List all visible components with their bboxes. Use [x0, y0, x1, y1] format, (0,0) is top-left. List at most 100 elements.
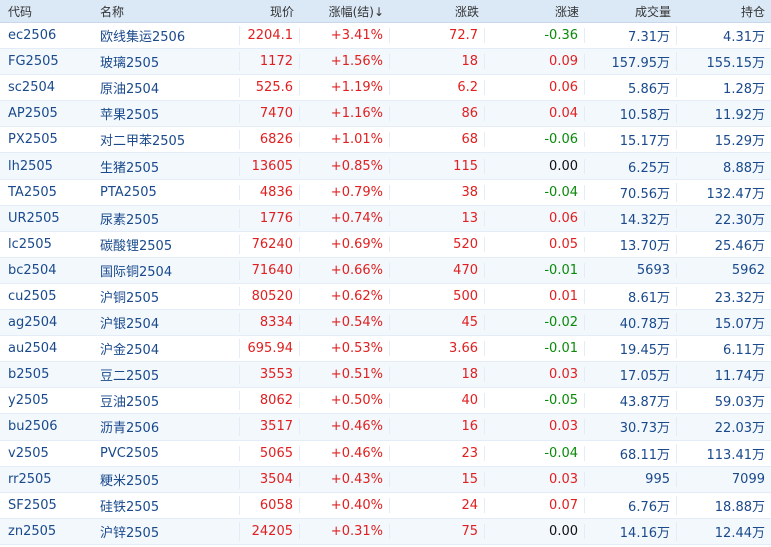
table-header: 代码 名称 现价 涨幅(结)↓ 涨跌 涨速 成交量 持仓: [0, 0, 771, 23]
cell-price: 3517: [240, 419, 300, 435]
cell-price: 13605: [240, 158, 300, 174]
header-code[interactable]: 代码: [8, 4, 33, 19]
cell-open-interest: 11.92万: [714, 108, 765, 124]
header-name[interactable]: 名称: [100, 4, 125, 19]
table-row[interactable]: sc2504 原油2504 525.6 +1.19% 6.2 0.06 5.86万 1.28万: [0, 75, 771, 102]
cell-speed: -0.02: [485, 315, 585, 331]
cell-code: y2505: [8, 393, 49, 409]
header-change-pct[interactable]: 涨幅(结)↓: [328, 4, 384, 19]
cell-price: 6058: [240, 497, 300, 513]
cell-name: 苹果2505: [90, 104, 240, 124]
header-open-interest[interactable]: 持仓: [740, 4, 765, 19]
table-row[interactable]: TA2505 PTA2505 4836 +0.79% 38 -0.04 70.56万 132.…: [0, 180, 771, 206]
cell-price: 5065: [240, 445, 300, 461]
table-row[interactable]: b2505 豆二2505 3553 +0.51% 18 0.03 17.05万 11.74万: [0, 362, 771, 389]
cell-name: 豆二2505: [90, 365, 240, 385]
table-row[interactable]: UR2505 尿素2505 1776 +0.74% 13 0.06 14.32万 22.30万: [0, 205, 771, 232]
header-speed[interactable]: 涨速: [554, 4, 579, 19]
table-row[interactable]: au2504 沪金2504 695.94 +0.53% 3.66 -0.01 19.45万 6…: [0, 336, 771, 363]
cell-price: 1776: [240, 210, 300, 226]
cell-change-pct: +0.46%: [300, 419, 390, 435]
cell-open-interest: 15.07万: [714, 317, 765, 333]
header-volume[interactable]: 成交量: [634, 4, 671, 19]
cell-change: 38: [390, 184, 485, 200]
header-change[interactable]: 涨跌: [454, 4, 479, 19]
table-row[interactable]: lh2505 生猪2505 13605 +0.85% 115 0.00 6.25万 8.88万: [0, 153, 771, 180]
cell-volume: 19.45万: [585, 339, 677, 359]
cell-change: 68: [390, 132, 485, 148]
table-row[interactable]: lc2505 碳酸锂2505 76240 +0.69% 520 0.05 13.70万 25.…: [0, 232, 771, 258]
table-row[interactable]: y2505 豆油2505 8062 +0.50% 40 -0.05 43.87万 59.03万: [0, 388, 771, 415]
cell-open-interest: 25.46万: [714, 238, 765, 254]
cell-change: 75: [390, 523, 485, 539]
cell-name: 硅铁2505: [90, 495, 240, 515]
cell-code: zn2505: [8, 523, 57, 539]
table-row[interactable]: rr2505 粳米2505 3504 +0.43% 15 0.03 995 7099: [0, 466, 771, 493]
cell-speed: 0.07: [485, 497, 585, 513]
table-row[interactable]: AP2505 苹果2505 7470 +1.16% 86 0.04 10.58万 11.92万: [0, 101, 771, 128]
table-row[interactable]: bu2506 沥青2506 3517 +0.46% 16 0.03 30.73万 22.03万: [0, 414, 771, 441]
table-row[interactable]: bc2504 国际铜2504 71640 +0.66% 470 -0.01 5693 5962: [0, 257, 771, 284]
cell-speed: -0.05: [485, 393, 585, 409]
cell-open-interest: 4.31万: [723, 30, 765, 46]
cell-volume: 68.11万: [585, 443, 677, 463]
cell-code: UR2505: [8, 210, 60, 226]
cell-volume: 40.78万: [585, 313, 677, 333]
cell-speed: 0.03: [485, 419, 585, 435]
cell-speed: -0.01: [485, 341, 585, 357]
cell-volume: 15.17万: [585, 130, 677, 150]
cell-name: 沪银2504: [90, 313, 240, 333]
cell-price: 71640: [240, 262, 300, 278]
cell-price: 8062: [240, 393, 300, 409]
cell-price: 80520: [240, 288, 300, 304]
cell-speed: 0.00: [485, 158, 585, 174]
cell-name: 豆油2505: [90, 391, 240, 411]
cell-change-pct: +0.31%: [300, 523, 390, 539]
cell-change: 24: [390, 497, 485, 513]
cell-change: 15: [390, 471, 485, 487]
table-row[interactable]: v2505 PVC2505 5065 +0.46% 23 -0.04 68.11万 113.4…: [0, 441, 771, 467]
cell-open-interest: 22.03万: [714, 421, 765, 437]
cell-speed: 0.03: [485, 367, 585, 383]
cell-change-pct: +0.51%: [300, 367, 390, 383]
cell-change: 86: [390, 106, 485, 122]
cell-change-pct: +0.46%: [300, 445, 390, 461]
cell-open-interest: 12.44万: [714, 525, 765, 541]
cell-speed: -0.01: [485, 262, 585, 278]
cell-speed: 0.06: [485, 210, 585, 226]
table-row[interactable]: FG2505 玻璃2505 1172 +1.56% 18 0.09 157.95万 155.1…: [0, 49, 771, 76]
table-row[interactable]: SF2505 硅铁2505 6058 +0.40% 24 0.07 6.76万 18.88万: [0, 493, 771, 519]
cell-open-interest: 7099: [731, 471, 765, 487]
cell-change-pct: +1.16%: [300, 106, 390, 122]
cell-change-pct: +0.43%: [300, 471, 390, 487]
cell-name: 粳米2505: [90, 469, 240, 489]
cell-open-interest: 1.28万: [723, 82, 765, 98]
cell-code: ec2506: [8, 28, 57, 44]
table-row[interactable]: zn2505 沪锌2505 24205 +0.31% 75 0.00 14.16万 12.44…: [0, 518, 771, 545]
cell-code: bu2506: [8, 419, 58, 435]
cell-name: 欧线集运2506: [90, 26, 240, 46]
table-row[interactable]: ag2504 沪银2504 8334 +0.54% 45 -0.02 40.78万 15.07…: [0, 310, 771, 337]
cell-code: sc2504: [8, 80, 56, 96]
cell-volume: 14.16万: [585, 521, 677, 541]
cell-change: 500: [390, 288, 485, 304]
cell-name: 对二甲苯2505: [90, 130, 240, 150]
cell-open-interest: 5962: [731, 262, 765, 278]
cell-price: 6826: [240, 132, 300, 148]
cell-change: 72.7: [390, 28, 485, 44]
cell-speed: 0.03: [485, 471, 585, 487]
cell-volume: 13.70万: [585, 234, 677, 254]
cell-change-pct: +0.85%: [300, 158, 390, 174]
table-row[interactable]: cu2505 沪铜2505 80520 +0.62% 500 0.01 8.61万 23.32…: [0, 284, 771, 311]
cell-volume: 995: [585, 471, 677, 487]
table-body: ec2506 欧线集运2506 2204.1 +3.41% 72.7 -0.36 7.31万…: [0, 23, 771, 545]
table-row[interactable]: ec2506 欧线集运2506 2204.1 +3.41% 72.7 -0.36 7.31万…: [0, 23, 771, 50]
cell-code: lh2505: [8, 158, 53, 174]
cell-volume: 10.58万: [585, 104, 677, 124]
cell-code: SF2505: [8, 497, 57, 513]
table-row[interactable]: PX2505 对二甲苯2505 6826 +1.01% 68 -0.06 15.17万 15.…: [0, 127, 771, 154]
header-price[interactable]: 现价: [269, 4, 294, 19]
cell-open-interest: 6.11万: [723, 343, 765, 359]
cell-name: 尿素2505: [90, 208, 240, 228]
